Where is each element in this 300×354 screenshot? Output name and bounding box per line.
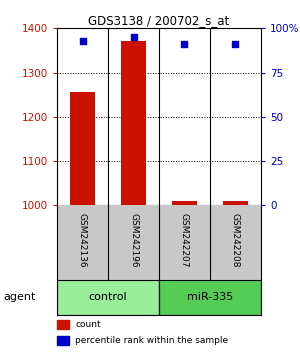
Text: GSM242207: GSM242207 bbox=[180, 213, 189, 267]
Text: agent: agent bbox=[3, 292, 35, 302]
Text: GSM242196: GSM242196 bbox=[129, 213, 138, 267]
Point bbox=[233, 41, 238, 47]
Title: GDS3138 / 200702_s_at: GDS3138 / 200702_s_at bbox=[88, 14, 230, 27]
Bar bbox=[223, 201, 248, 205]
Text: count: count bbox=[75, 320, 100, 329]
Text: miR-335: miR-335 bbox=[187, 292, 233, 302]
Point bbox=[182, 41, 187, 47]
Bar bbox=[57, 280, 159, 315]
Bar bbox=[172, 201, 197, 205]
Bar bbox=[121, 41, 146, 205]
Text: GSM242208: GSM242208 bbox=[231, 213, 240, 267]
Text: percentile rank within the sample: percentile rank within the sample bbox=[75, 336, 228, 345]
Point bbox=[131, 34, 136, 40]
Text: control: control bbox=[89, 292, 127, 302]
Point bbox=[80, 38, 85, 44]
Bar bbox=[159, 280, 261, 315]
Bar bbox=[70, 92, 95, 205]
Text: GSM242136: GSM242136 bbox=[78, 213, 87, 267]
